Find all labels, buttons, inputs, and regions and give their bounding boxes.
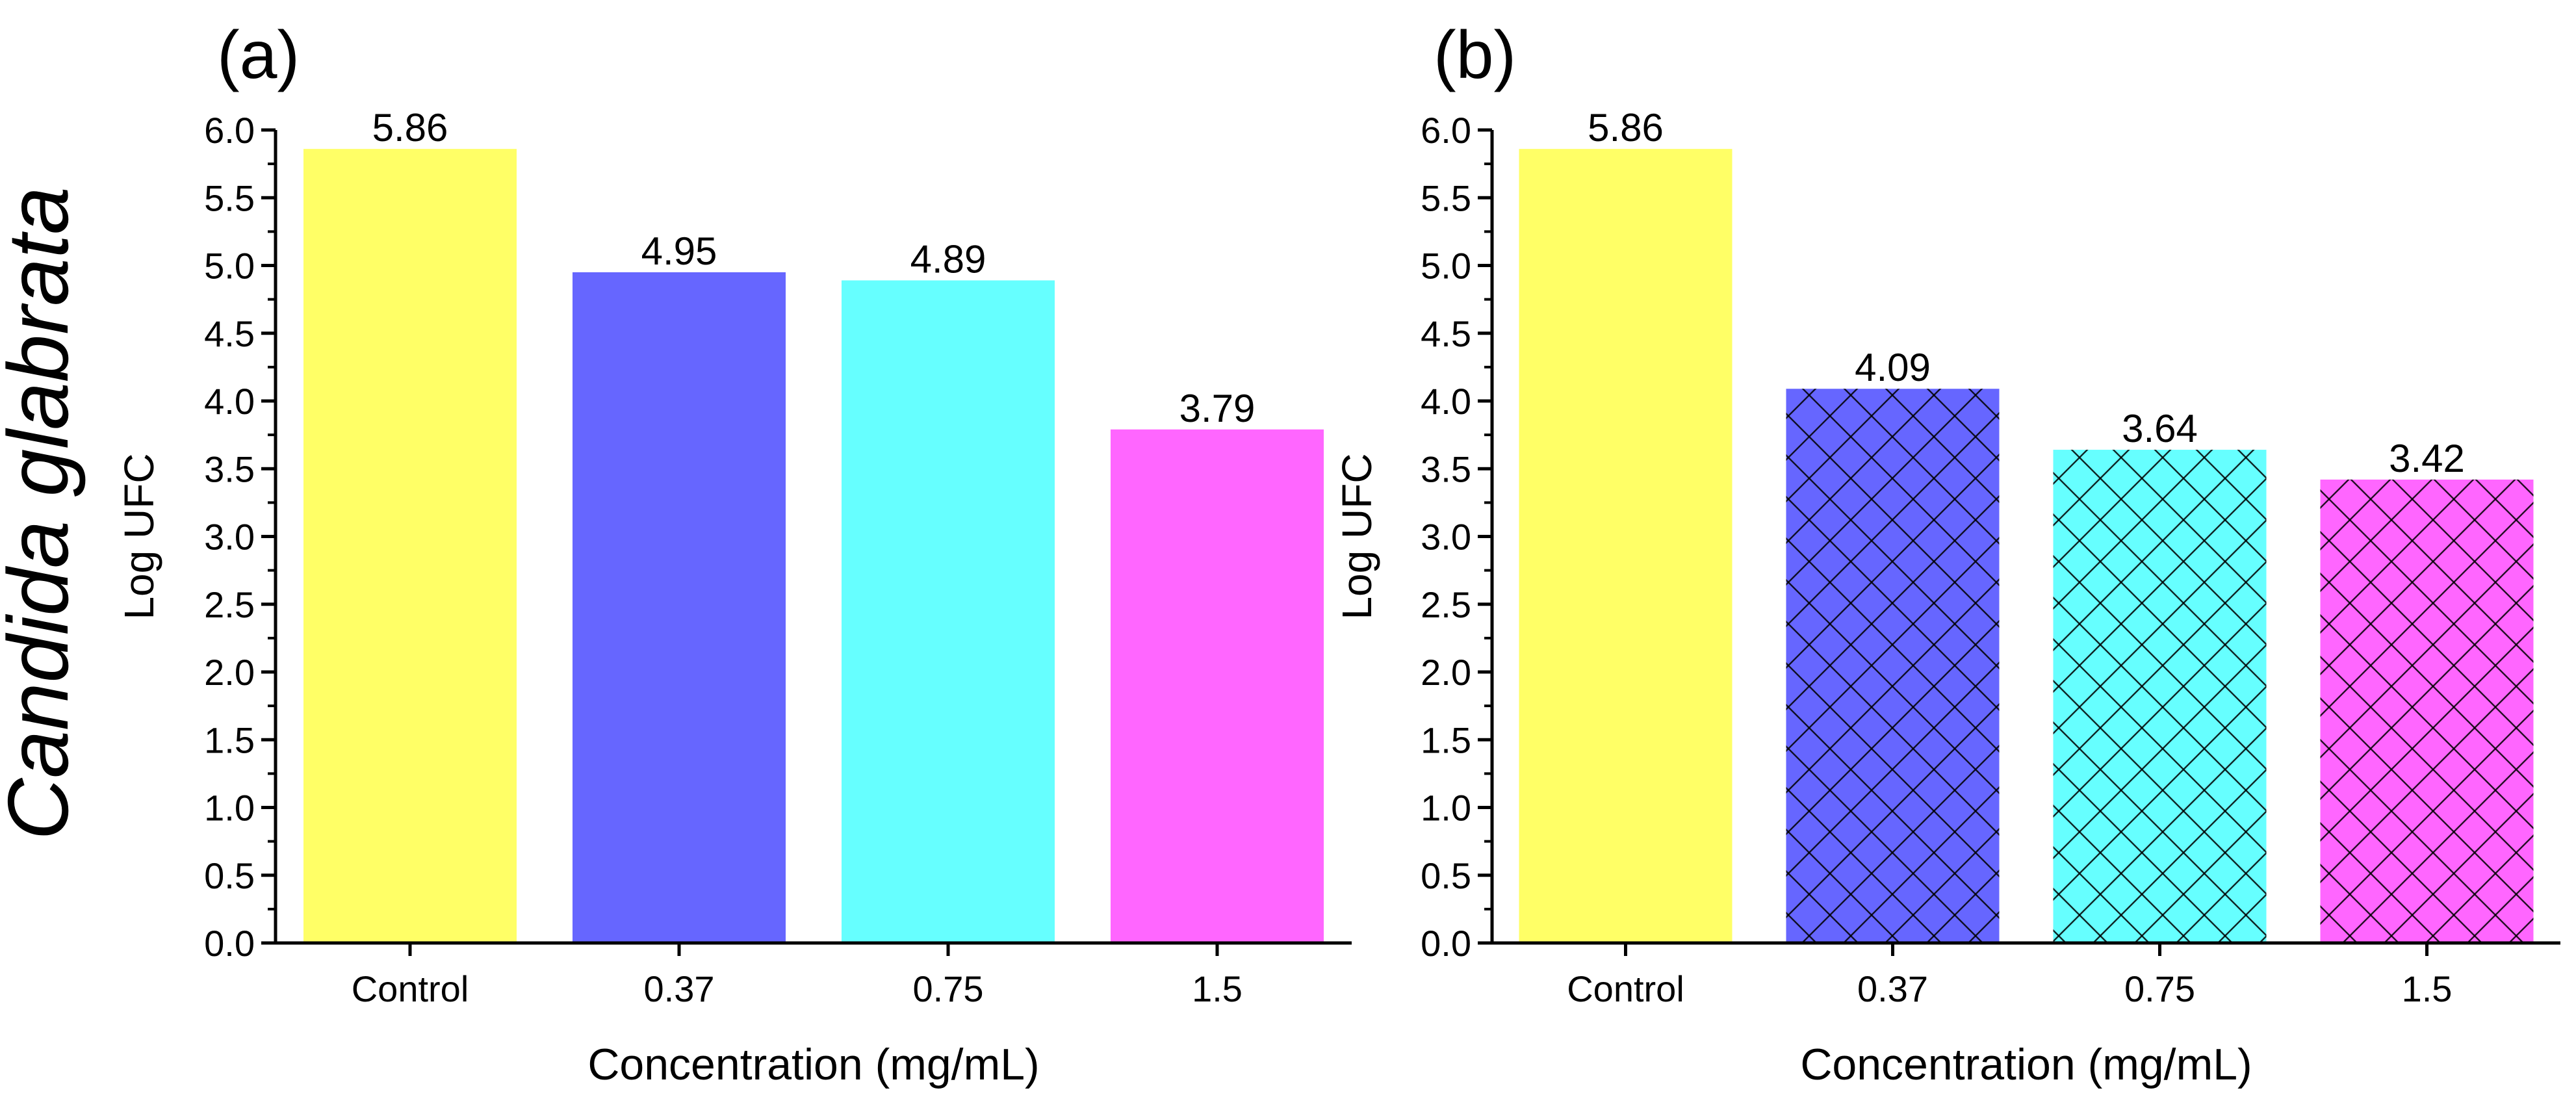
row-label: Candida glabrata [0,187,86,840]
bar-hatch-b-3 [2320,479,2534,943]
y-tick-label-a-4: 2.0 [204,652,255,693]
y-tick-label-a-10: 5.0 [204,246,255,287]
x-tick-label-a-1: 0.37 [644,968,715,1009]
bar-hatch-b-1 [1786,389,2000,943]
x-tick-label-a-3: 1.5 [1192,968,1243,1009]
value-label-b-2: 3.64 [2122,407,2198,450]
y-tick-label-b-0: 0.0 [1421,923,1471,964]
y-tick-label-a-0: 0.0 [204,923,255,964]
y-tick-label-b-9: 4.5 [1421,313,1471,354]
bar-a-2 [842,280,1055,943]
y-tick-label-a-8: 4.0 [204,381,255,422]
y-tick-label-b-2: 1.0 [1421,788,1471,829]
y-axis-title-a: Log UFC [116,453,162,619]
value-label-a-1: 4.95 [641,229,717,273]
y-tick-label-b-11: 5.5 [1421,177,1471,218]
value-label-b-1: 4.09 [1855,346,1931,389]
y-tick-label-b-1: 0.5 [1421,855,1471,896]
bar-a-1 [573,272,786,943]
y-tick-label-b-10: 5.0 [1421,246,1471,287]
y-tick-label-b-5: 2.5 [1421,584,1471,625]
value-label-a-0: 5.86 [372,106,448,149]
y-tick-label-a-1: 0.5 [204,855,255,896]
chart-panel-b: (b) 5.86 4.09 3.64 3.42 0.0 0.5 1.0 1.5 2.0 2.5 3.0… [1333,18,2560,1089]
x-tick-label-b-3: 1.5 [2402,968,2453,1009]
y-tick-label-b-8: 4.0 [1421,381,1471,422]
y-tick-label-a-6: 3.0 [204,517,255,558]
bar-b-0 [1519,149,1732,944]
chart-panel-a: (a) 5.86 4.95 4.89 3.79 0.0 0.5 1.0 1.5 2.0 2.5 3.0… [116,18,1352,1089]
y-tick-label-a-7: 3.5 [204,448,255,489]
y-tick-label-b-6: 3.0 [1421,517,1471,558]
value-label-b-3: 3.42 [2389,437,2465,480]
bar-a-3 [1111,429,1324,943]
y-tick-label-a-5: 2.5 [204,584,255,625]
y-tick-label-a-3: 1.5 [204,719,255,760]
bar-hatch-b-2 [2053,450,2267,943]
y-tick-label-b-3: 1.5 [1421,719,1471,760]
x-tick-label-b-2: 0.75 [2124,968,2195,1009]
value-label-b-0: 5.86 [1588,106,1664,149]
value-label-a-3: 3.79 [1179,387,1256,430]
x-tick-label-b-0: Control [1567,968,1684,1009]
y-tick-label-a-2: 1.0 [204,788,255,829]
value-label-a-2: 4.89 [910,237,986,281]
y-tick-label-b-12: 6.0 [1421,110,1471,151]
x-axis-title-b: Concentration (mg/mL) [1800,1040,2252,1089]
bar-a-0 [303,149,517,944]
y-axis-title-b: Log UFC [1333,453,1380,619]
y-tick-label-a-9: 4.5 [204,313,255,354]
y-tick-label-b-7: 3.5 [1421,448,1471,489]
y-tick-label-a-11: 5.5 [204,177,255,218]
y-tick-label-b-4: 2.0 [1421,652,1471,693]
x-tick-label-b-1: 0.37 [1857,968,1928,1009]
x-tick-label-a-0: Control [352,968,469,1009]
x-axis-title-a: Concentration (mg/mL) [587,1040,1039,1089]
y-tick-label-a-12: 6.0 [204,110,255,151]
panel-label-a: (a) [217,18,300,93]
panel-label-b: (b) [1434,18,1516,93]
x-tick-label-a-2: 0.75 [913,968,984,1009]
